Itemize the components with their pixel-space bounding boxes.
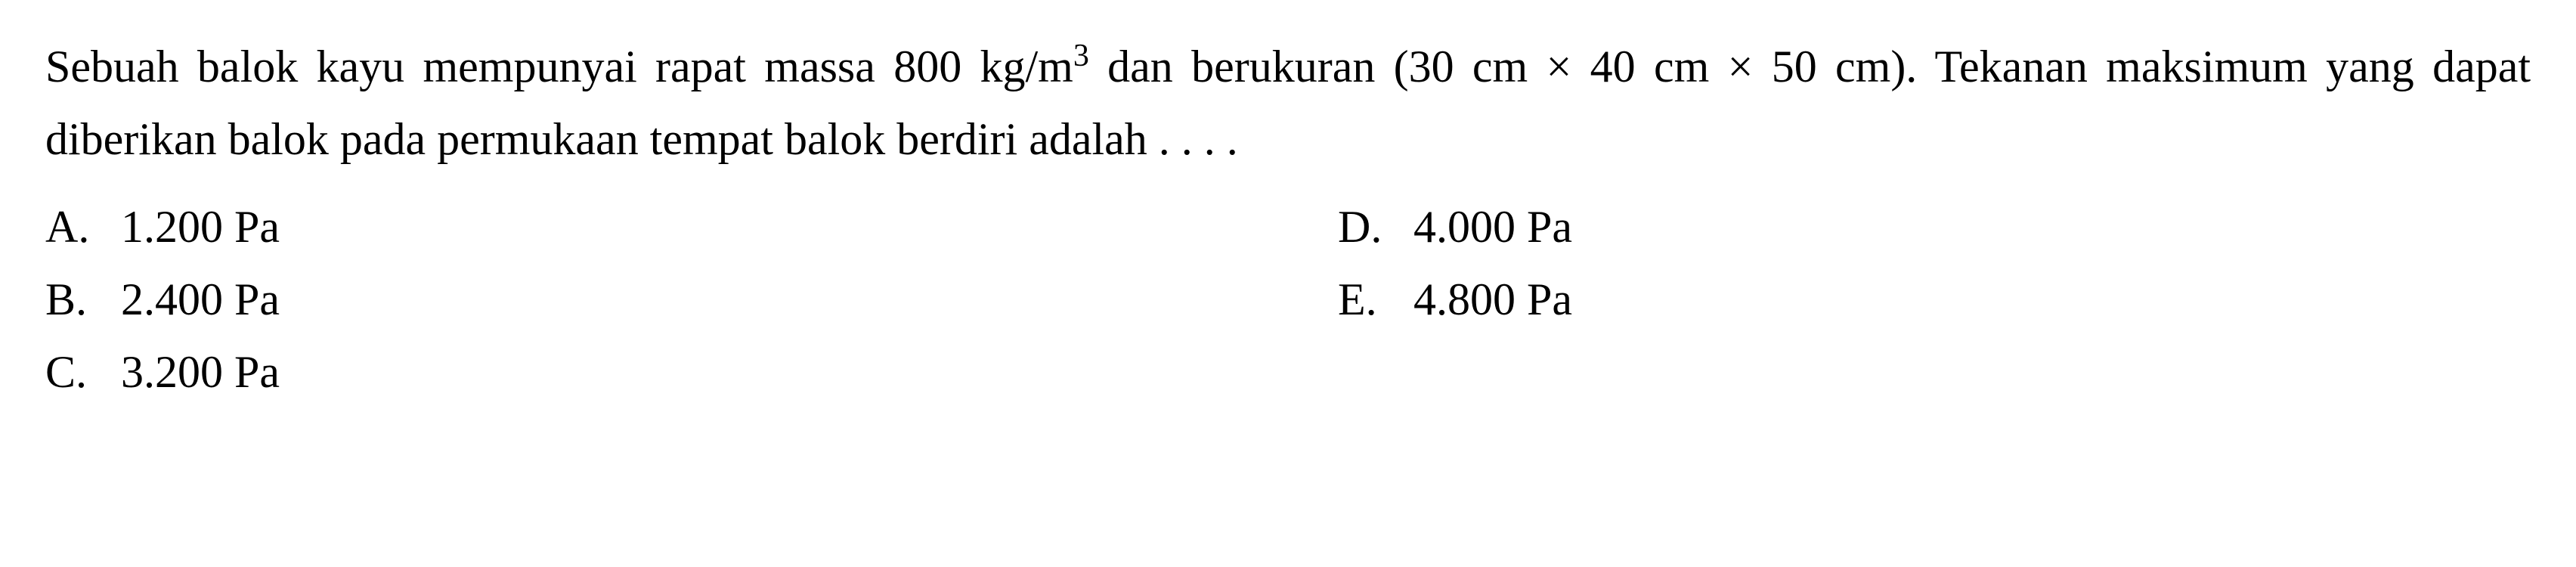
options-right-column: D. 4.000 Pa E. 4.800 Pa xyxy=(1338,191,1572,408)
option-e-letter: E. xyxy=(1338,263,1391,336)
option-c-value: 3.200 Pa xyxy=(121,336,280,408)
option-d: D. 4.000 Pa xyxy=(1338,191,1572,263)
options-container: A. 1.200 Pa B. 2.400 Pa C. 3.200 Pa D. 4… xyxy=(45,191,2531,408)
options-left-column: A. 1.200 Pa B. 2.400 Pa C. 3.200 Pa xyxy=(45,191,280,408)
option-e-value: 4.800 Pa xyxy=(1413,263,1572,336)
option-c: C. 3.200 Pa xyxy=(45,336,280,408)
question-superscript: 3 xyxy=(1073,39,1089,73)
option-b-value: 2.400 Pa xyxy=(121,263,280,336)
option-a-letter: A. xyxy=(45,191,98,263)
question-text: Sebuah balok kayu mempunyai rapat massa … xyxy=(45,30,2531,175)
option-b: B. 2.400 Pa xyxy=(45,263,280,336)
option-d-value: 4.000 Pa xyxy=(1413,191,1572,263)
option-e: E. 4.800 Pa xyxy=(1338,263,1572,336)
option-a: A. 1.200 Pa xyxy=(45,191,280,263)
question-part1: Sebuah balok kayu mempunyai rapat massa … xyxy=(45,42,1073,91)
option-b-letter: B. xyxy=(45,263,98,336)
option-d-letter: D. xyxy=(1338,191,1391,263)
option-a-value: 1.200 Pa xyxy=(121,191,280,263)
option-c-letter: C. xyxy=(45,336,98,408)
